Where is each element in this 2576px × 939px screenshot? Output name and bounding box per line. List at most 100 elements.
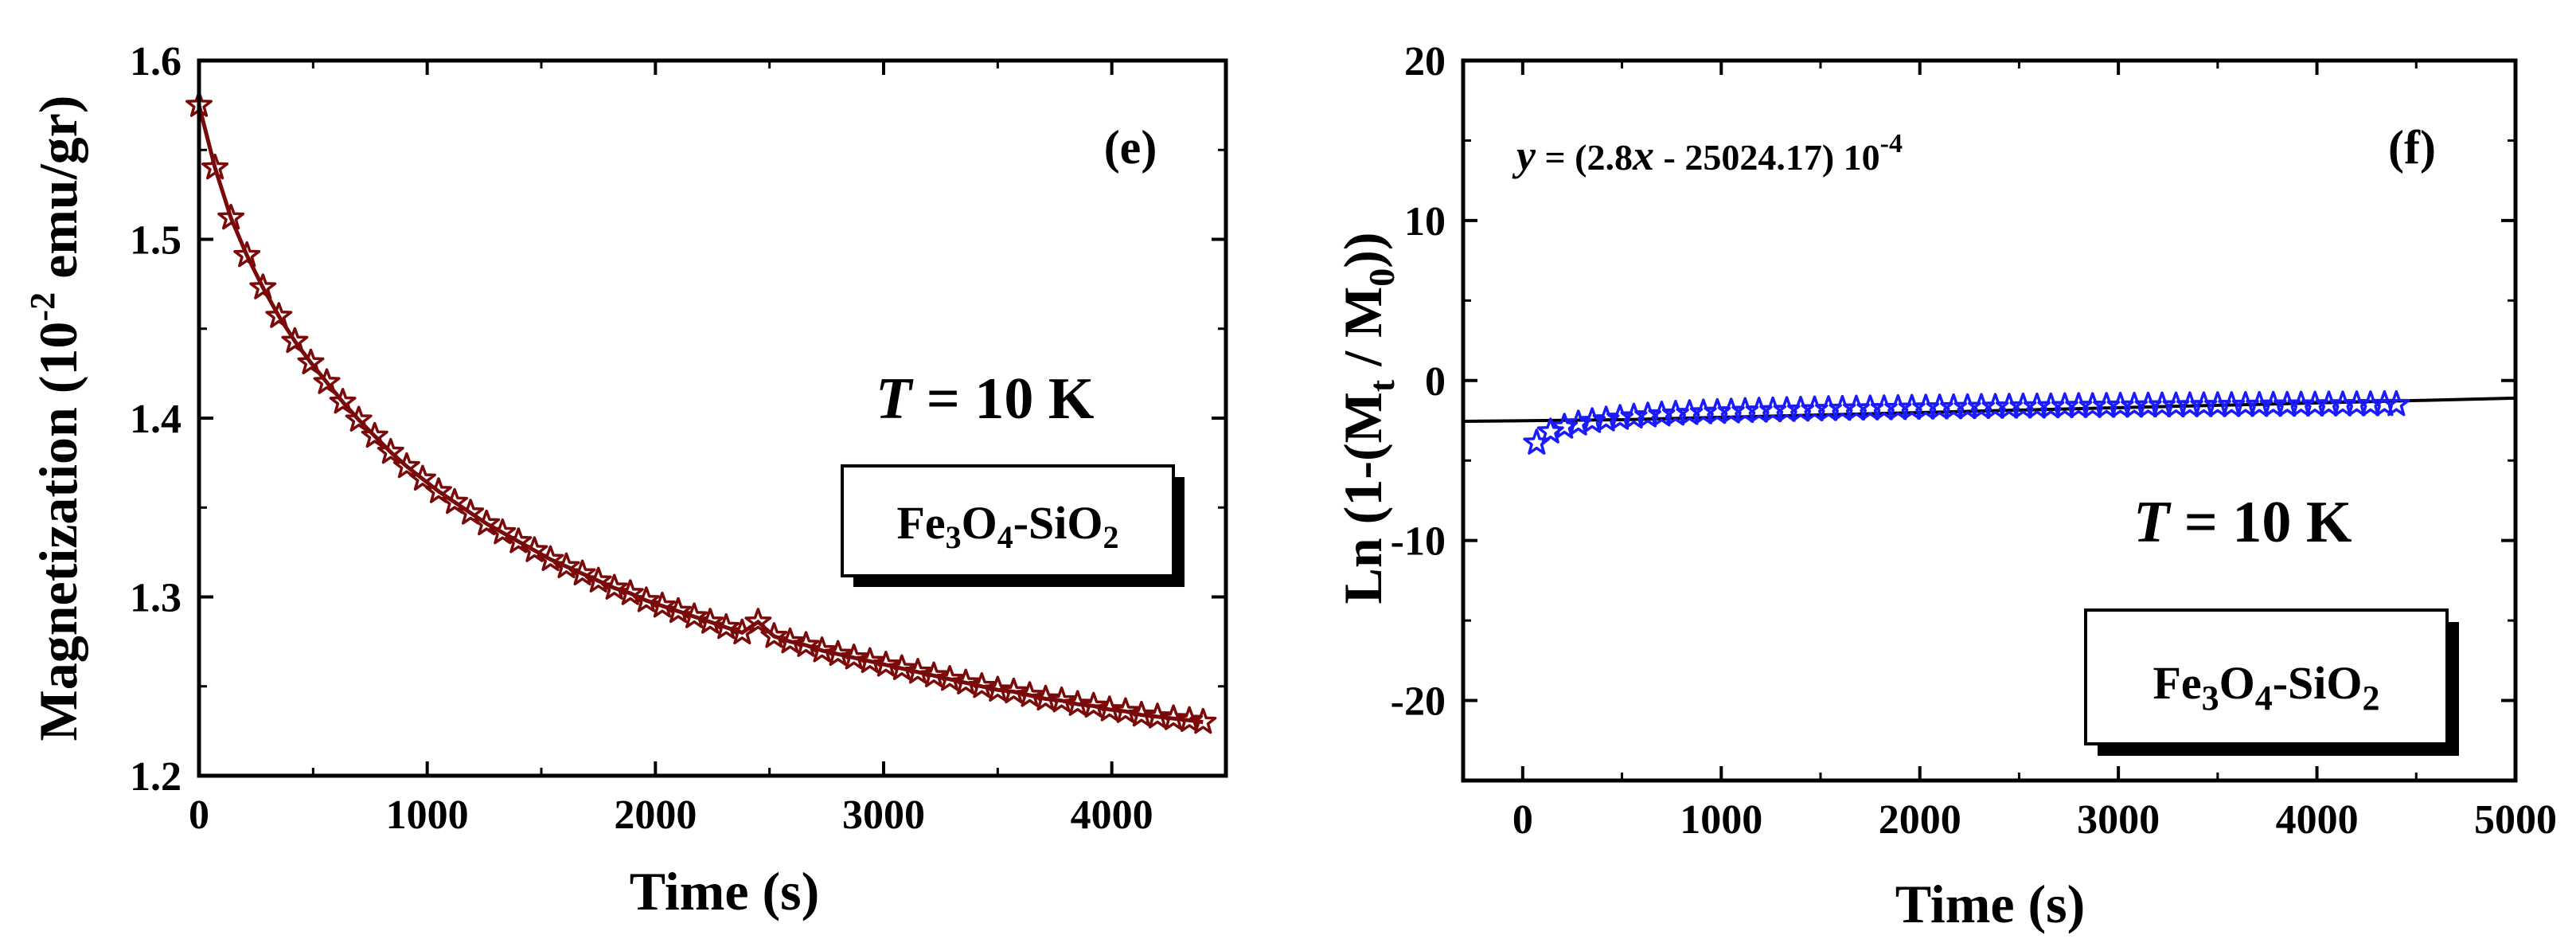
data-point-star	[392, 452, 420, 479]
x-tick-label: 2000	[614, 792, 697, 838]
data-point-star	[552, 552, 580, 579]
data-point-star	[776, 627, 804, 654]
data-point-star	[824, 640, 852, 667]
data-point-star	[1551, 413, 1579, 439]
data-point-star	[936, 665, 964, 691]
data-point-star	[1564, 409, 1592, 436]
legend-label-f: Fe3O4-SiO2	[2153, 657, 2379, 718]
x-tick-label: 3000	[2077, 797, 2160, 843]
fit-equation: y = (2.8x - 25024.17) 10-4	[1512, 129, 1903, 179]
data-point-star	[313, 368, 341, 394]
y-axis-label-e: Magnetization (10-2 emu/gr)	[23, 96, 88, 741]
data-point-star	[1064, 690, 1091, 716]
y-tick-label: 1.3	[130, 576, 181, 621]
data-point-star	[1079, 691, 1107, 718]
data-point-star	[233, 241, 261, 268]
data-point-star	[600, 573, 628, 600]
data-point-star	[345, 405, 373, 432]
data-point-star	[1160, 704, 1188, 730]
data-point-star	[648, 591, 676, 618]
data-point-star	[808, 636, 836, 663]
data-point-star	[584, 566, 612, 593]
data-point-star	[537, 545, 564, 572]
data-point-star	[712, 612, 740, 640]
data-point-star	[505, 527, 533, 554]
data-point-star	[697, 608, 724, 634]
data-point-star	[1032, 684, 1060, 711]
legend-box-f: Fe3O4-SiO2	[2084, 608, 2459, 756]
data-point-star	[968, 672, 996, 698]
data-point-star	[408, 464, 436, 491]
y-tick-label: 1.6	[130, 39, 181, 84]
data-point-star	[744, 608, 772, 634]
y-tick-label: 10	[1404, 199, 1446, 245]
data-point-star	[1592, 405, 1620, 432]
data-point-star	[377, 437, 404, 464]
x-tick-label: 3000	[842, 792, 925, 838]
data-point-star	[1095, 695, 1123, 722]
data-point-star	[1189, 707, 1217, 734]
plot-frame-f	[1461, 58, 2518, 783]
data-point-star	[1048, 686, 1075, 713]
ln-data-markers	[1523, 389, 2410, 455]
data-point-star	[792, 631, 820, 657]
data-point-star	[361, 421, 388, 448]
x-tick-label: 4000	[1071, 792, 1153, 838]
data-point-star	[457, 499, 485, 525]
y-tick-label: -20	[1391, 679, 1446, 725]
data-point-star	[1016, 681, 1044, 707]
data-point-star	[984, 675, 1012, 702]
x-tick-label: 4000	[2276, 797, 2359, 843]
temperature-annotation-e: T = 10 K	[876, 366, 1094, 432]
data-point-star	[441, 487, 469, 514]
data-point-star	[856, 647, 884, 674]
data-point-star	[888, 654, 915, 680]
data-point-star	[1111, 697, 1139, 723]
data-point-star	[760, 622, 788, 648]
data-point-star	[297, 348, 325, 375]
data-point-star	[1000, 677, 1028, 704]
data-point-star	[616, 579, 644, 605]
x-tick-label: 0	[1512, 797, 1533, 843]
data-point-star	[217, 203, 245, 230]
x-tick-label: 1000	[1680, 797, 1762, 843]
x-tick-label: 1000	[386, 792, 469, 838]
y-tick-label: 1.4	[130, 397, 181, 442]
x-axis-label-e: Time (s)	[630, 861, 820, 921]
data-point-star	[281, 327, 309, 354]
data-point-star	[521, 536, 548, 562]
data-point-star	[665, 597, 692, 624]
data-point-star	[1144, 702, 1171, 729]
data-point-star	[425, 477, 452, 503]
legend-label-e: Fe3O4-SiO2	[896, 497, 1118, 555]
data-point-star	[1579, 407, 1606, 433]
panel-label-f: (f)	[2388, 121, 2436, 174]
panel-f: 0 1000 2000 3000 4000 5000 -20 -10 0 10 20 (f) y …	[1333, 39, 2557, 934]
data-point-star	[840, 644, 868, 670]
data-point-star	[952, 668, 980, 694]
y-tick-label: 20	[1404, 39, 1446, 84]
x-tick-label: 0	[189, 792, 209, 838]
temperature-annotation-f: T = 10 K	[2133, 490, 2352, 555]
data-point-star	[568, 559, 596, 586]
panel-label-e: (e)	[1104, 121, 1157, 174]
legend-box-e: Fe3O4-SiO2	[841, 464, 1185, 587]
x-tick-label: 2000	[1879, 797, 1961, 843]
data-point-star	[920, 661, 948, 687]
data-point-star	[265, 302, 293, 328]
data-point-star	[2383, 389, 2410, 417]
data-point-star	[489, 518, 517, 545]
panel-e: 0 1000 2000 3000 4000 1.2 1.3 1.4 1.5 1.6 (e) T …	[23, 39, 1228, 921]
data-point-star	[329, 388, 357, 414]
data-point-star	[904, 658, 931, 684]
data-point-star	[872, 651, 900, 677]
y-axis-label-f: Ln (1-(Mt / M0))	[1333, 233, 1402, 604]
x-tick-label: 5000	[2474, 797, 2557, 843]
data-point-star	[632, 586, 660, 612]
y-tick-label: 1.5	[130, 218, 181, 264]
plot-frame-e	[197, 58, 1228, 778]
data-point-star	[681, 602, 708, 628]
x-axis-label-f: Time (s)	[1895, 874, 2086, 934]
y-tick-label: -10	[1391, 519, 1446, 565]
